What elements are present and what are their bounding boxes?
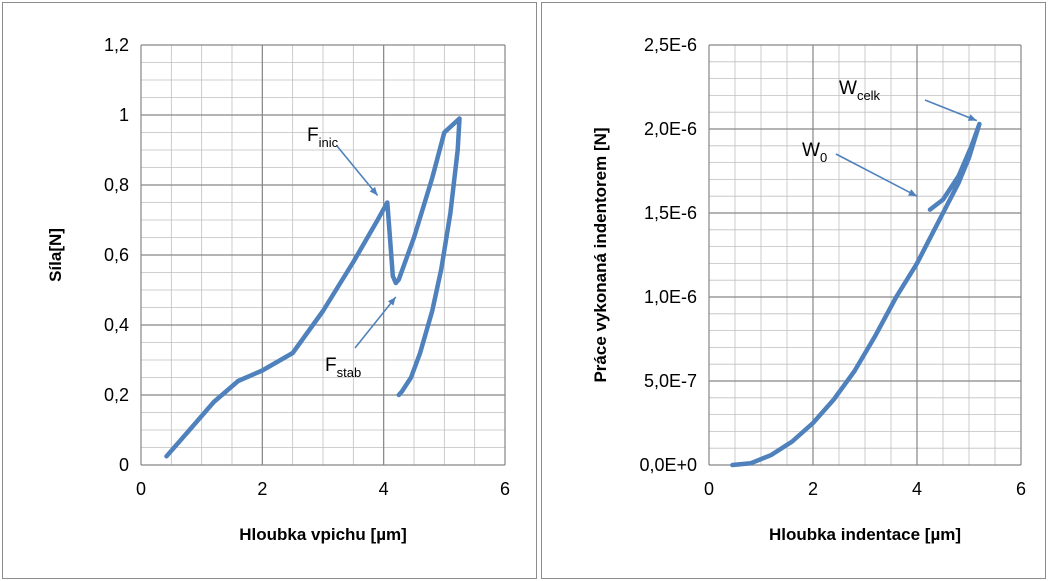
y-tick-label: 0,8 (104, 175, 129, 195)
y-tick-label: 5,0E-7 (644, 371, 697, 391)
y-tick-label: 0,2 (104, 385, 129, 405)
x-tick-label: 0 (136, 479, 146, 499)
annotation-label: Finic (307, 125, 339, 150)
x-tick-label: 4 (379, 479, 389, 499)
x-tick-label: 2 (808, 479, 818, 499)
y-tick-label: 0,0E+0 (639, 455, 697, 475)
annotation-sub: stab (337, 365, 362, 380)
annotation-label: Wcelk (839, 78, 881, 103)
annotation-label: W0 (802, 140, 827, 165)
annotation-main: F (325, 355, 337, 376)
x-axis-title: Hloubka indentace [µm] (769, 525, 961, 544)
x-tick-label: 6 (500, 479, 510, 499)
x-tick-label: 6 (1016, 479, 1026, 499)
annotation-arrowhead (967, 114, 977, 121)
left-chart-panel: 0 2 4 6 0 0,2 0,4 0,6 0,8 1 1,2 Hloubka vpichu [µm]… (2, 2, 537, 579)
y-tick-label: 1,5E-6 (644, 203, 697, 223)
x-tick-label: 4 (912, 479, 922, 499)
annotation-main: W (839, 78, 857, 99)
x-tick-label: 2 (257, 479, 267, 499)
data-series-line (730, 121, 982, 468)
annotation-arrowhead (908, 189, 917, 197)
y-tick-label: 0,4 (104, 315, 129, 335)
annotation-arrow (354, 296, 397, 349)
y-tick-label: 2,5E-6 (644, 35, 697, 55)
y-tick-label: 1,0E-6 (644, 287, 697, 307)
y-tick-label: 0 (119, 455, 129, 475)
data-series-line (164, 116, 462, 459)
annotation-arrow (924, 99, 978, 122)
y-axis-title: Práce vykonaná indentorem [N] (591, 127, 610, 382)
annotation-arrowhead (369, 186, 378, 196)
annotation-sub: 0 (820, 150, 827, 165)
annotation-arrow (336, 145, 379, 197)
annotation-main: W (802, 140, 820, 161)
annotation-sub: inic (319, 135, 339, 150)
y-tick-label: 2,0E-6 (644, 119, 697, 139)
x-tick-label: 0 (704, 479, 714, 499)
y-tick-label: 1,2 (104, 35, 129, 55)
right-chart-panel: 0 2 4 6 0,0E+0 5,0E-7 1,0E-6 1,5E-6 2,0E-6 2,5E-6… (541, 2, 1046, 579)
work-depth-chart: 0 2 4 6 0,0E+0 5,0E-7 1,0E-6 1,5E-6 2,0E-6 2,5E-6… (591, 35, 1026, 544)
y-tick-label: 1 (119, 105, 129, 125)
y-tick-label: 0,6 (104, 245, 129, 265)
annotation-main: F (307, 125, 319, 146)
annotation-label: Fstab (325, 355, 361, 380)
annotation-arrow (835, 153, 918, 197)
force-depth-chart: 0 2 4 6 0 0,2 0,4 0,6 0,8 1 1,2 Hloubka vpichu [µm]… (46, 35, 510, 544)
x-axis-title: Hloubka vpichu [µm] (239, 525, 407, 544)
annotation-arrowhead (387, 297, 396, 306)
annotation-sub: celk (857, 88, 881, 103)
y-axis-title: Síla[N] (46, 228, 65, 282)
